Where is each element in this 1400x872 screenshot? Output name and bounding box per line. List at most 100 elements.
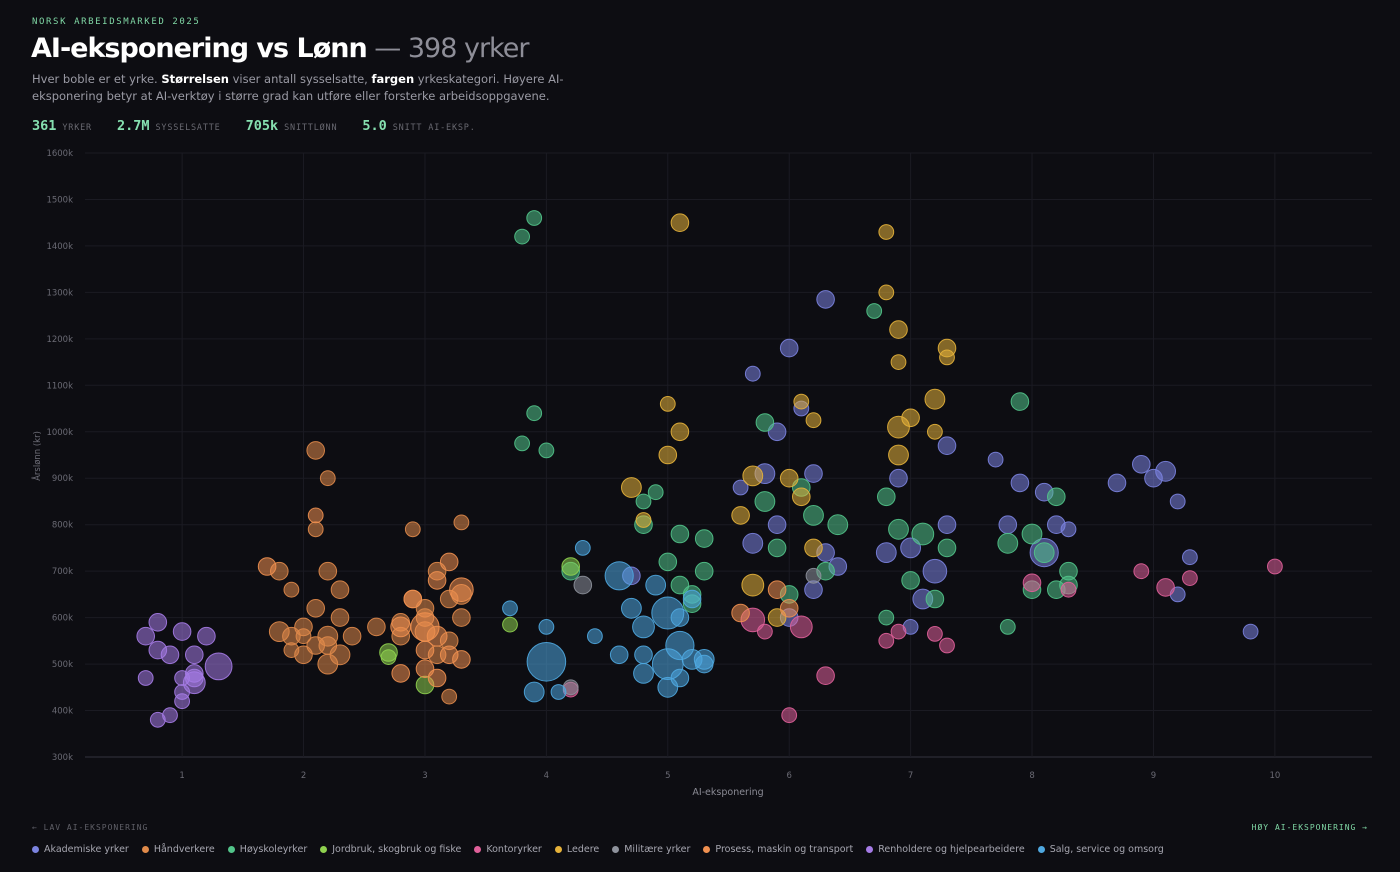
bubble-point[interactable] bbox=[427, 571, 447, 590]
bubble-point[interactable] bbox=[1059, 561, 1078, 581]
bubble-point[interactable] bbox=[621, 477, 642, 498]
bubble-point[interactable] bbox=[997, 532, 1019, 554]
bubble-point[interactable] bbox=[732, 479, 749, 496]
bubble-point[interactable] bbox=[694, 654, 714, 674]
bubble-point[interactable] bbox=[998, 515, 1018, 535]
bubble-point[interactable] bbox=[781, 707, 798, 724]
bubble-point[interactable] bbox=[922, 558, 948, 584]
bubble-point[interactable] bbox=[694, 529, 714, 548]
bubble-point[interactable] bbox=[148, 613, 168, 632]
bubble-point[interactable] bbox=[890, 623, 907, 640]
bubble-point[interactable] bbox=[1133, 563, 1150, 580]
bubble-point[interactable] bbox=[659, 396, 676, 412]
bubble-point[interactable] bbox=[1169, 493, 1186, 510]
bubble-point[interactable] bbox=[658, 552, 678, 572]
bubble-point[interactable] bbox=[911, 522, 935, 546]
bubble-point[interactable] bbox=[391, 664, 411, 683]
bubble-point[interactable] bbox=[1132, 455, 1151, 474]
bubble-point[interactable] bbox=[1022, 573, 1042, 593]
bubble-point[interactable] bbox=[890, 354, 907, 371]
bubble-point[interactable] bbox=[452, 608, 471, 627]
bubble-point[interactable] bbox=[927, 423, 943, 440]
bubble-point[interactable] bbox=[647, 484, 664, 501]
bubble-point[interactable] bbox=[888, 518, 909, 540]
bubble-point[interactable] bbox=[635, 512, 652, 528]
bubble-point[interactable] bbox=[755, 413, 775, 432]
bubble-point[interactable] bbox=[767, 538, 787, 558]
bubble-point[interactable] bbox=[174, 670, 191, 686]
bubble-point[interactable] bbox=[257, 557, 277, 576]
bubble-point[interactable] bbox=[670, 524, 690, 544]
bubble-point[interactable] bbox=[1010, 392, 1030, 411]
bubble-point[interactable] bbox=[174, 693, 191, 710]
bubble-point[interactable] bbox=[937, 436, 957, 456]
bubble-point[interactable] bbox=[779, 338, 799, 358]
bubble-point[interactable] bbox=[306, 441, 326, 460]
bubble-point[interactable] bbox=[514, 435, 530, 452]
bubble-point[interactable] bbox=[767, 580, 787, 600]
bubble-point[interactable] bbox=[367, 617, 386, 637]
bubble-point[interactable] bbox=[779, 599, 799, 618]
legend-item-militaere[interactable]: Militære yrker bbox=[612, 844, 690, 855]
bubble-point[interactable] bbox=[888, 444, 909, 466]
bubble-point[interactable] bbox=[1182, 549, 1198, 566]
bubble-point[interactable] bbox=[878, 632, 895, 649]
bubble-point[interactable] bbox=[1021, 523, 1043, 545]
bubble-point[interactable] bbox=[1060, 581, 1077, 598]
bubble-point[interactable] bbox=[742, 532, 764, 554]
legend-item-kontoryrker[interactable]: Kontoryrker bbox=[474, 844, 542, 855]
bubble-point[interactable] bbox=[526, 210, 543, 226]
bubble-point[interactable] bbox=[538, 442, 555, 459]
bubble-point[interactable] bbox=[306, 599, 326, 618]
bubble-point[interactable] bbox=[742, 465, 764, 487]
bubble-point[interactable] bbox=[805, 567, 822, 584]
bubble-point[interactable] bbox=[427, 668, 447, 688]
bubble-point[interactable] bbox=[901, 571, 920, 590]
bubble-point[interactable] bbox=[160, 645, 180, 665]
bubble-point[interactable] bbox=[295, 628, 312, 645]
bubble-point[interactable] bbox=[744, 365, 761, 382]
legend-item-prosess[interactable]: Prosess, maskin og transport bbox=[703, 844, 853, 855]
bubble-point[interactable] bbox=[670, 668, 690, 688]
bubble-point[interactable] bbox=[645, 574, 667, 596]
bubble-point[interactable] bbox=[682, 589, 702, 609]
bubble-point[interactable] bbox=[587, 628, 603, 645]
bubble-point[interactable] bbox=[754, 491, 776, 512]
bubble-point[interactable] bbox=[538, 619, 555, 635]
bubble-point[interactable] bbox=[816, 290, 835, 309]
bubble-point[interactable] bbox=[514, 228, 530, 245]
legend-item-akademiske[interactable]: Akademiske yrker bbox=[32, 844, 129, 855]
bubble-point[interactable] bbox=[1155, 460, 1176, 482]
bubble-point[interactable] bbox=[550, 684, 567, 700]
bubble-point[interactable] bbox=[731, 603, 750, 623]
bubble-point[interactable] bbox=[609, 645, 629, 665]
bubble-point[interactable] bbox=[803, 505, 824, 526]
bubble-point[interactable] bbox=[793, 393, 810, 410]
bubble-point[interactable] bbox=[1033, 542, 1055, 563]
bubble-point[interactable] bbox=[875, 542, 897, 563]
bubble-point[interactable] bbox=[1242, 623, 1259, 640]
bubble-point[interactable] bbox=[816, 666, 835, 686]
bubble-point[interactable] bbox=[307, 507, 324, 524]
bubble-point[interactable] bbox=[878, 224, 895, 240]
bubble-point[interactable] bbox=[633, 663, 654, 684]
bubble-point[interactable] bbox=[604, 561, 634, 591]
bubble-point[interactable] bbox=[987, 451, 1004, 468]
bubble-point[interactable] bbox=[453, 514, 470, 531]
bubble-point[interactable] bbox=[197, 626, 216, 646]
legend-item-handverkere[interactable]: Håndverkere bbox=[141, 844, 215, 855]
bubble-point[interactable] bbox=[670, 608, 690, 627]
bubble-point[interactable] bbox=[731, 506, 750, 525]
bubble-point[interactable] bbox=[779, 468, 799, 488]
bubble-point[interactable] bbox=[426, 625, 448, 647]
bubble-point[interactable] bbox=[1107, 473, 1127, 493]
bubble-point[interactable] bbox=[789, 615, 813, 639]
bubble-point[interactable] bbox=[283, 642, 300, 658]
bubble-point[interactable] bbox=[502, 600, 518, 617]
bubble-point[interactable] bbox=[694, 561, 714, 581]
bubble-point[interactable] bbox=[526, 405, 543, 422]
bubble-point[interactable] bbox=[573, 575, 593, 595]
bubble-point[interactable] bbox=[307, 521, 324, 538]
bubble-point[interactable] bbox=[877, 487, 896, 507]
bubble-point[interactable] bbox=[804, 538, 823, 558]
